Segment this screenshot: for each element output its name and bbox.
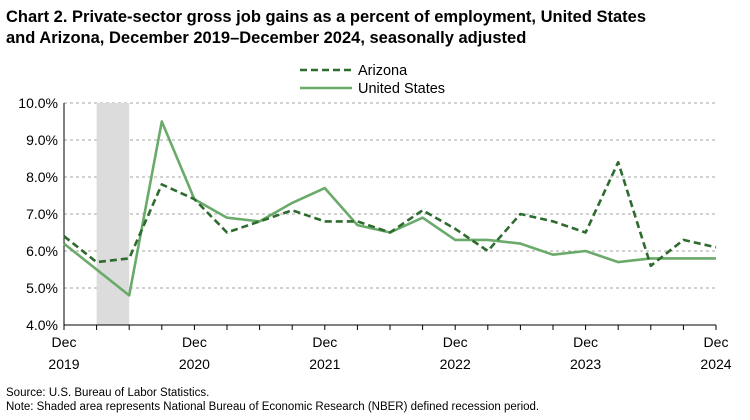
x-tick-label-month: Dec (52, 334, 77, 350)
x-tick-label-month: Dec (573, 334, 598, 350)
legend: Arizona United States (300, 63, 445, 97)
x-tick-label-month: Dec (182, 334, 207, 350)
series-line-united-states (63, 120, 716, 297)
chart-notes: Source: U.S. Bureau of Labor Statistics.… (6, 386, 539, 414)
x-tick-label-month: Dec (443, 334, 468, 350)
x-tick-label-year: 2019 (48, 356, 79, 372)
recession-band (96, 103, 130, 325)
y-tick-label: 4.0% (26, 317, 58, 333)
gridlines (64, 102, 716, 289)
x-tick-label-year: 2024 (700, 356, 731, 372)
x-tick-label-month: Dec (312, 334, 337, 350)
legend-label: United States (358, 81, 445, 97)
y-tick-label: 9.0% (26, 132, 58, 148)
x-tick-label-year: 2020 (179, 356, 210, 372)
chart-title-line-1: Chart 2. Private-sector gross job gains … (6, 8, 647, 26)
y-tick-label: 6.0% (26, 243, 58, 259)
x-tick-label-year: 2022 (440, 356, 471, 372)
axes: 4.0% 5.0% 6.0% 7.0% 8.0% 9.0% 10.0% Dec 2019 Dec 2… (18, 95, 731, 372)
series-lines (63, 120, 717, 297)
chart-title: Chart 2. Private-sector gross job gains … (6, 7, 741, 49)
legend-label: Arizona (358, 63, 408, 79)
x-tick-label-year: 2021 (309, 356, 340, 372)
x-tick-label-month: Dec (704, 334, 729, 350)
source-note: Source: U.S. Bureau of Labor Statistics. (6, 387, 210, 399)
y-tick-label: 5.0% (26, 280, 58, 296)
y-tick-label: 10.0% (18, 95, 58, 111)
x-tick-label-year: 2023 (570, 356, 601, 372)
chart-title-line-2: and Arizona, December 2019–December 2024… (6, 29, 527, 47)
series-line-arizona (63, 160, 717, 268)
recession-shading (96, 103, 130, 325)
y-tick-label: 8.0% (26, 169, 58, 185)
y-tick-label: 7.0% (26, 206, 58, 222)
shading-note: Note: Shaded area represents National Bu… (6, 401, 540, 413)
